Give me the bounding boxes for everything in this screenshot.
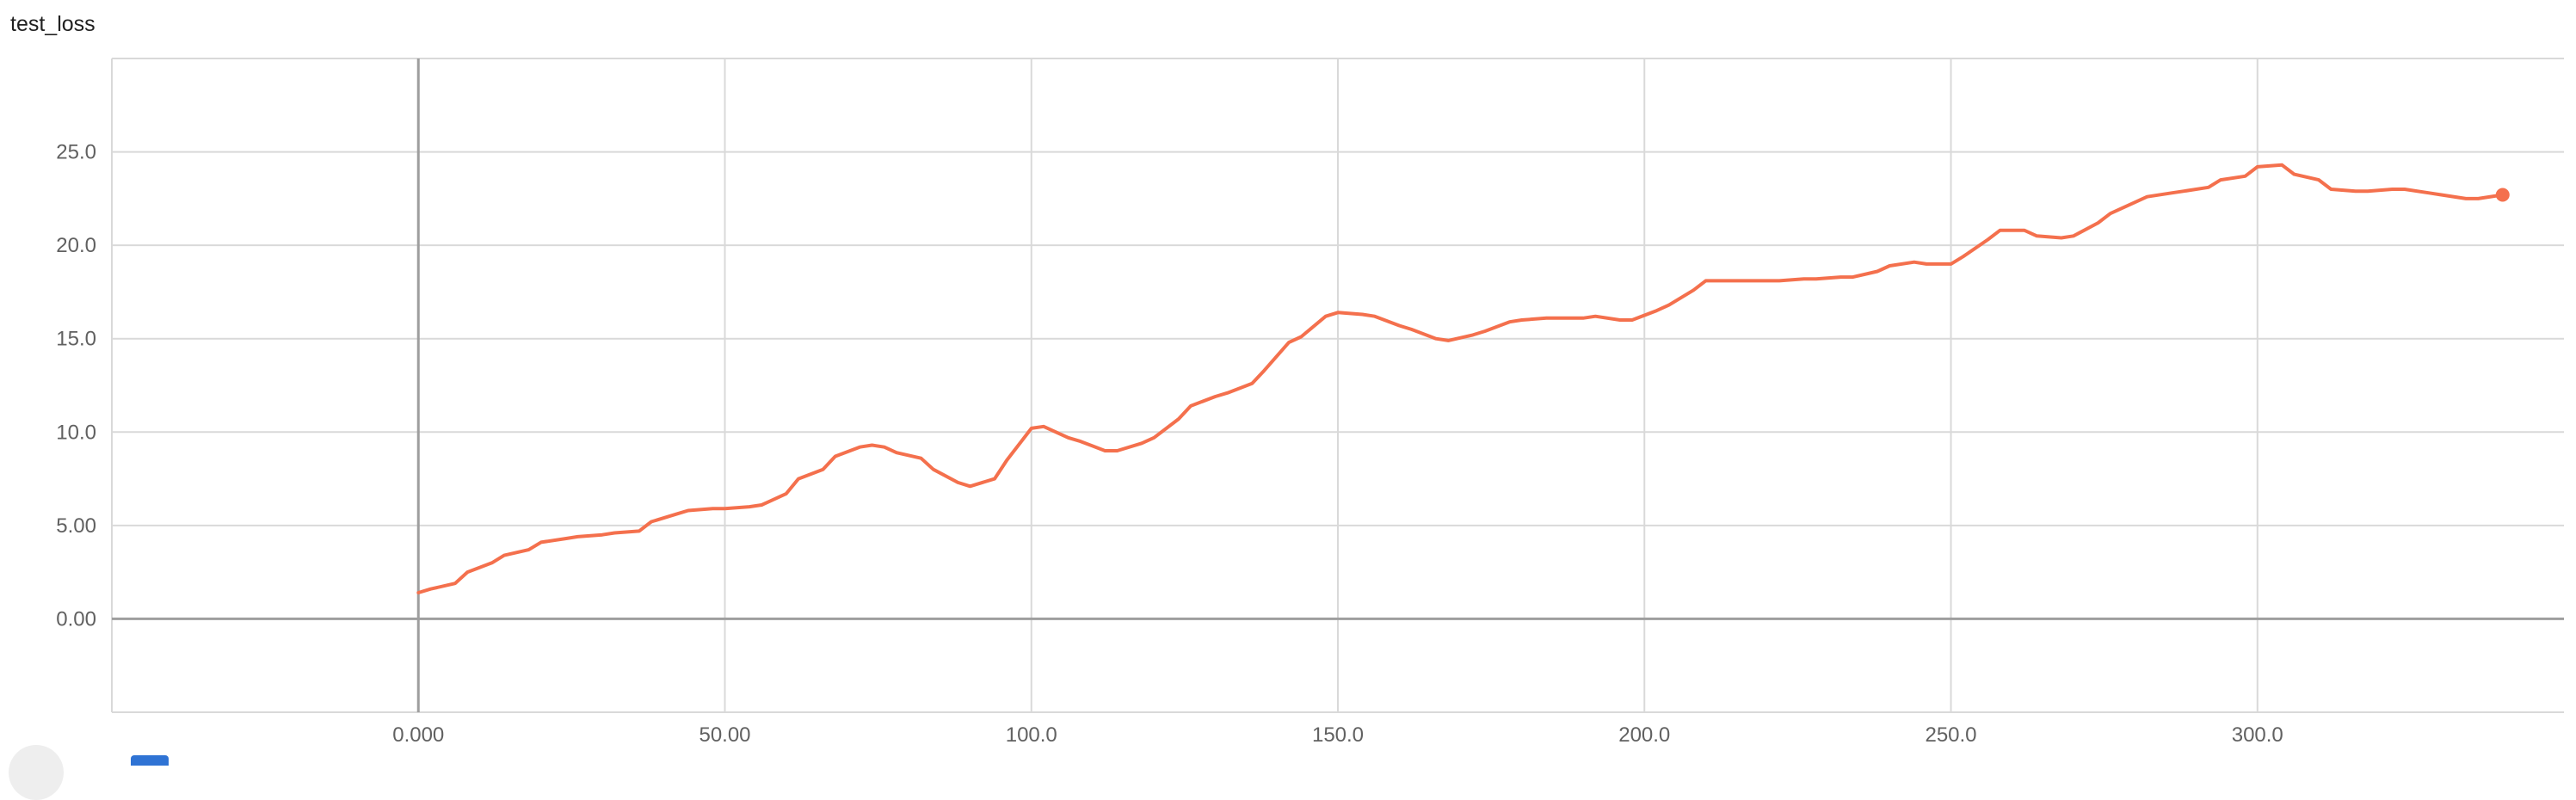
- series-last-point: [2495, 188, 2510, 202]
- y-tick-label: 25.0: [56, 141, 96, 164]
- series-layer: [416, 163, 2510, 594]
- grid: [111, 58, 2564, 713]
- y-axis-ticks: 0.00 5.00 10.0 15.0 20.0 25.0: [56, 141, 96, 631]
- y-tick-label: 15.0: [56, 328, 96, 351]
- x-tick-label: 200.0: [1618, 723, 1670, 747]
- x-tick-label: 150.0: [1312, 723, 1364, 747]
- x-tick-label: 0.000: [392, 723, 444, 747]
- x-tick-label: 250.0: [1925, 723, 1976, 747]
- x-tick-label: 100.0: [1006, 723, 1057, 747]
- series-line: [416, 163, 2505, 594]
- x-axis-ticks: 0.000 50.00 100.0 150.0 200.0 250.0 300.0: [392, 723, 2283, 747]
- line-chart: 0.00 5.00 10.0 15.0 20.0 25.0 0.000 50.00 100.0…: [56, 58, 2564, 747]
- expand-chart-icon[interactable]: [131, 755, 169, 766]
- y-tick-label: 10.0: [56, 421, 96, 444]
- x-tick-label: 50.00: [699, 723, 750, 747]
- axes: [112, 58, 2564, 712]
- chart-title: test_loss: [10, 12, 96, 36]
- toggle-log-scale-button[interactable]: [9, 745, 64, 800]
- y-tick-label: 0.00: [56, 607, 96, 631]
- y-tick-label: 20.0: [56, 234, 96, 257]
- y-tick-label: 5.00: [56, 514, 96, 538]
- x-tick-label: 300.0: [2232, 723, 2283, 747]
